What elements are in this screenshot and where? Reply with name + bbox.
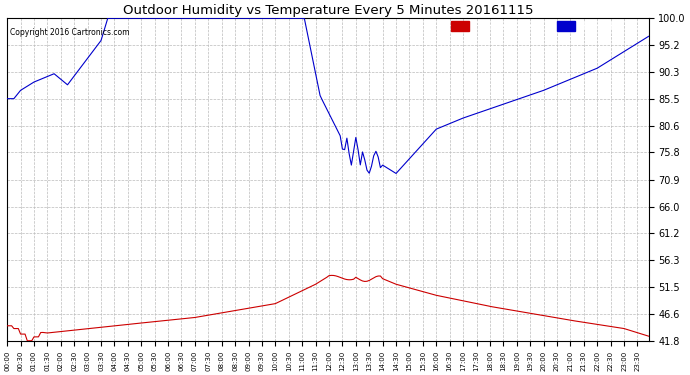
Text: Copyright 2016 Cartronics.com: Copyright 2016 Cartronics.com — [10, 28, 130, 37]
Title: Outdoor Humidity vs Temperature Every 5 Minutes 20161115: Outdoor Humidity vs Temperature Every 5 … — [123, 4, 533, 17]
Legend: Temperature (°F), Humidity (%): Temperature (°F), Humidity (%) — [448, 20, 644, 33]
